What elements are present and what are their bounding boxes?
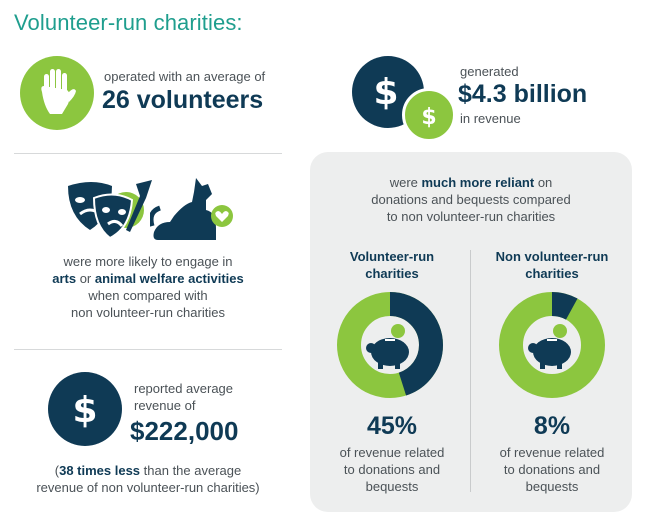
dog-with-heart-icon xyxy=(148,176,236,247)
avg-revenue-label1: reported average xyxy=(134,381,234,396)
reliance-line2: donations and bequests compared xyxy=(371,192,571,207)
avg-revenue-label2: revenue of xyxy=(134,398,196,413)
donut-chart-non-volunteer-run xyxy=(497,290,607,405)
svg-text:$: $ xyxy=(373,72,398,113)
column-title-line2: charities xyxy=(525,266,579,281)
divider xyxy=(14,153,282,154)
volunteers-label: operated with an average of xyxy=(104,69,266,84)
dollar-coin-small-icon: $ xyxy=(402,88,456,142)
reliance-line1: were much more reliant on xyxy=(310,174,632,191)
activities-or: or xyxy=(76,271,95,286)
dollar-icon: $ xyxy=(48,372,122,446)
column-title-line2: charities xyxy=(365,266,419,281)
activities-line4: non volunteer-run charities xyxy=(71,305,225,320)
column-desc-line3: bequests xyxy=(525,479,579,494)
reliance-line3: to non volunteer-run charities xyxy=(386,209,556,224)
percent-value: 8% xyxy=(533,412,571,440)
avg-revenue-note-line2: revenue of non volunteer-run charities) xyxy=(36,480,260,495)
column-desc-line2: to donations and xyxy=(343,462,441,477)
svg-text:$: $ xyxy=(421,105,436,130)
column-desc-line1: of revenue related xyxy=(499,445,605,460)
piggy-bank-heart-icon xyxy=(366,324,409,369)
activities-line3: when compared with xyxy=(88,288,208,303)
column-divider xyxy=(470,250,471,492)
revenue-total-suffix: in revenue xyxy=(460,111,521,126)
note-paren: ( xyxy=(54,463,60,478)
theatre-masks-icon xyxy=(64,180,164,247)
volunteers-value: 26 volunteers xyxy=(102,86,264,114)
column-desc-line3: bequests xyxy=(365,479,419,494)
svg-text:$: $ xyxy=(72,390,97,431)
activities-arts: arts xyxy=(52,271,77,286)
column-title-line1: Non volunteer-run xyxy=(495,249,609,264)
avg-revenue-note-line1: (38 times less than the average xyxy=(14,462,282,479)
note-rest: than the average xyxy=(140,463,242,478)
column-title-line1: Volunteer-run xyxy=(349,249,435,264)
percent-value: 45% xyxy=(366,412,418,440)
divider xyxy=(14,349,282,350)
note-emphasis: 38 times less xyxy=(59,463,141,478)
activities-line2: arts or animal welfare activities xyxy=(14,270,282,287)
reliance-emphasis: much more reliant xyxy=(421,175,535,190)
page-title: Volunteer-run charities: xyxy=(14,10,243,35)
activities-line1: were more likely to engage in xyxy=(63,254,233,269)
column-desc-line2: to donations and xyxy=(503,462,601,477)
revenue-total-label: generated xyxy=(460,64,519,79)
avg-revenue-value: $222,000 xyxy=(130,416,239,446)
reliance-post: on xyxy=(534,175,553,190)
activities-animal: animal welfare activities xyxy=(94,271,244,286)
piggy-bank-heart-icon xyxy=(528,324,571,369)
raised-hand-icon xyxy=(20,56,94,130)
reliance-pre: were xyxy=(389,175,422,190)
revenue-total-value: $4.3 billion xyxy=(458,80,588,108)
column-desc-line1: of revenue related xyxy=(339,445,445,460)
donut-chart-volunteer-run xyxy=(335,290,445,405)
